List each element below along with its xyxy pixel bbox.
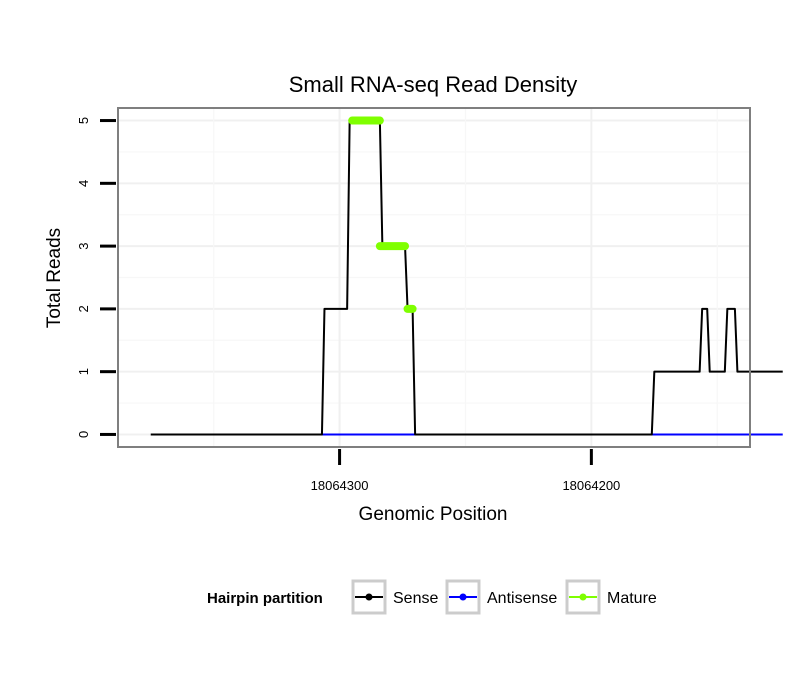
x-tick-label: 18064200 (562, 478, 620, 493)
legend-label: Mature (607, 590, 657, 607)
x-axis: 18064300 18064200 (311, 449, 620, 493)
y-tick-label: 5 (76, 117, 91, 124)
legend-label: Antisense (487, 590, 557, 607)
y-axis-title: Total Reads (44, 228, 65, 328)
plot-border (117, 107, 751, 448)
y-axis: 0 1 2 3 4 5 (76, 117, 116, 438)
legend-label: Sense (393, 590, 438, 607)
series-line-sense (150, 119, 783, 436)
legend-key-point (459, 593, 467, 601)
series-layer (150, 116, 783, 436)
x-axis-title: Genomic Position (359, 504, 508, 525)
chart-title: Small RNA-seq Read Density (289, 72, 578, 97)
y-tick-label: 0 (76, 431, 91, 438)
grid (118, 108, 750, 447)
y-tick-label: 3 (76, 242, 91, 249)
y-tick-label: 2 (76, 305, 91, 312)
legend-title: Hairpin partition (207, 590, 323, 607)
legend-key-point (579, 593, 587, 601)
legend: Hairpin partition Sense Antisense Mature (207, 579, 657, 615)
x-tick-label: 18064300 (311, 478, 369, 493)
y-tick-label: 4 (76, 180, 91, 187)
y-tick-label: 1 (76, 368, 91, 375)
legend-key-point (365, 593, 373, 601)
